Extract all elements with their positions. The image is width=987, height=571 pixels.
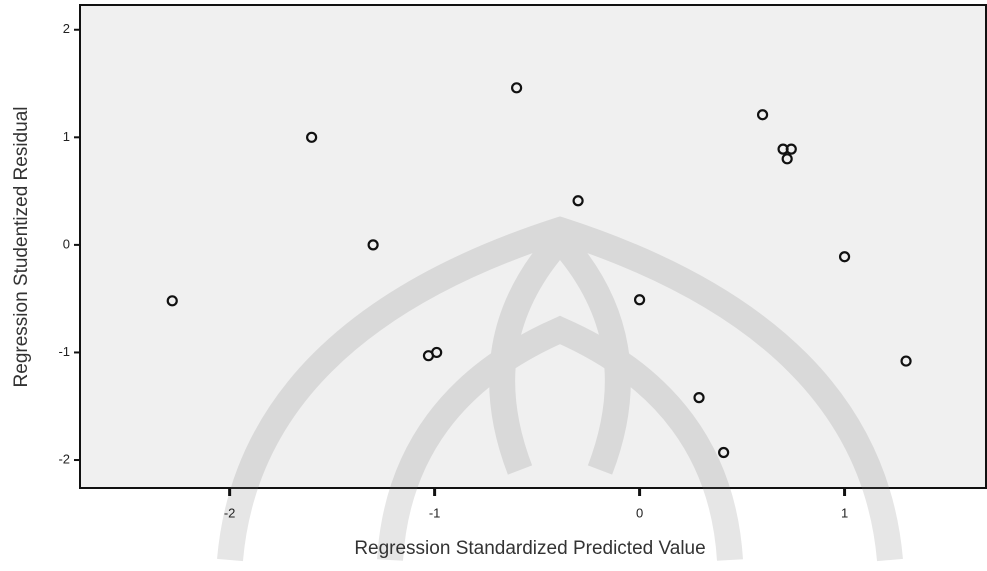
- x-axis-title: Regression Standardized Predicted Value: [354, 538, 705, 559]
- y-tick-label: 0: [63, 236, 70, 251]
- point: [166, 295, 178, 307]
- point: [511, 82, 523, 94]
- point: [633, 294, 646, 306]
- point: [781, 153, 793, 165]
- plot-area: [79, 4, 987, 489]
- point: [718, 446, 730, 459]
- x-tick-label: 0: [636, 505, 643, 520]
- point: [785, 143, 797, 155]
- point: [756, 109, 769, 121]
- point: [306, 131, 318, 143]
- y-tick-label: 2: [63, 21, 70, 36]
- y-tick-label: 1: [63, 129, 70, 144]
- watermark: [217, 216, 903, 562]
- point: [838, 251, 851, 263]
- point: [431, 346, 443, 359]
- x-tick-label: 1: [841, 505, 848, 520]
- point: [367, 239, 379, 251]
- y-axis-title: Regression Studentized Residual: [11, 107, 32, 388]
- y-tick-label: -2: [58, 451, 70, 466]
- point: [900, 355, 912, 367]
- point: [693, 392, 705, 404]
- y-tick-label: -1: [58, 344, 70, 359]
- point: [572, 195, 584, 207]
- x-tick-label: -1: [429, 505, 441, 520]
- x-tick-label: -2: [224, 505, 236, 520]
